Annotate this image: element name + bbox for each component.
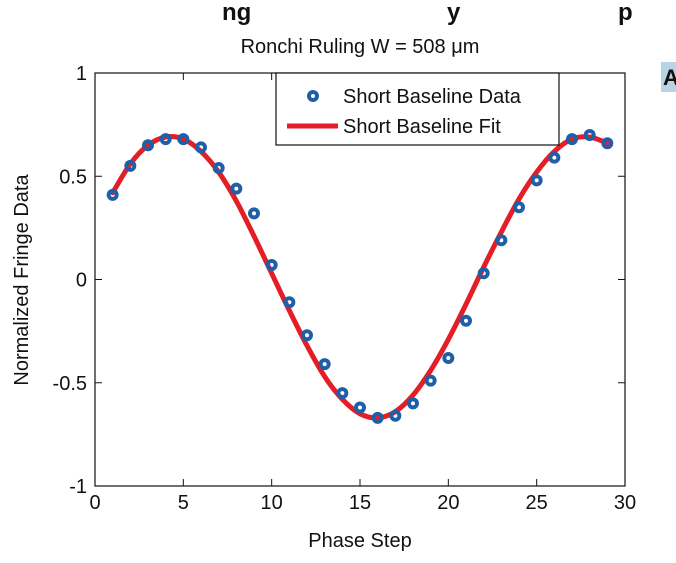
legend-marker-data bbox=[307, 90, 319, 102]
data-point bbox=[530, 174, 543, 187]
legend-label-data: Short Baseline Data bbox=[343, 86, 522, 108]
clipped-top-title-3: p bbox=[618, 0, 633, 26]
panel-letter-background bbox=[661, 62, 676, 92]
data-point bbox=[424, 374, 437, 387]
data-point bbox=[513, 201, 525, 214]
legend: Short Baseline Data Short Baseline Fit bbox=[275, 72, 560, 146]
data-points-layer bbox=[106, 128, 614, 424]
y-tick-label: -1 bbox=[69, 476, 87, 498]
x-tick-label: 20 bbox=[437, 492, 459, 514]
data-point bbox=[318, 358, 331, 371]
data-point bbox=[248, 207, 260, 220]
y-tick-label: 0.5 bbox=[59, 166, 87, 188]
clipped-top-title-2: y bbox=[447, 0, 461, 26]
legend-box bbox=[275, 72, 560, 146]
data-point bbox=[124, 159, 137, 172]
data-point bbox=[106, 188, 119, 201]
data-point bbox=[407, 397, 419, 410]
x-tick-label: 10 bbox=[261, 492, 283, 514]
data-point bbox=[212, 161, 225, 174]
data-point bbox=[195, 141, 207, 154]
data-point bbox=[389, 409, 402, 422]
data-point bbox=[354, 401, 366, 414]
panel-letter: A bbox=[663, 65, 676, 90]
data-point bbox=[265, 259, 278, 272]
data-point bbox=[601, 137, 614, 150]
data-point bbox=[442, 351, 455, 364]
data-point bbox=[142, 139, 154, 152]
y-tick-label: 0 bbox=[76, 270, 87, 292]
data-point bbox=[477, 267, 490, 280]
clipped-top-title-1: ng bbox=[222, 0, 251, 26]
data-point bbox=[548, 151, 561, 164]
data-point bbox=[566, 133, 578, 146]
data-point bbox=[159, 133, 172, 146]
data-point bbox=[230, 182, 243, 195]
data-point bbox=[460, 314, 472, 327]
x-tick-label: 5 bbox=[178, 492, 189, 514]
data-point bbox=[371, 411, 384, 424]
data-point bbox=[495, 234, 508, 247]
x-tick-label: 15 bbox=[349, 492, 371, 514]
y-tick-label: -0.5 bbox=[53, 373, 87, 395]
data-point bbox=[301, 329, 313, 342]
y-axis-label: Normalized Fringe Data bbox=[11, 174, 33, 386]
chart-title: Ronchi Ruling W = 508 μm bbox=[241, 36, 480, 58]
x-tick-label: 25 bbox=[526, 492, 548, 514]
x-tick-label: 30 bbox=[614, 492, 636, 514]
data-point bbox=[177, 133, 190, 146]
legend-label-fit: Short Baseline Fit bbox=[343, 116, 501, 138]
x-tick-label: 0 bbox=[89, 492, 100, 514]
data-point bbox=[336, 387, 349, 400]
x-axis-label: Phase Step bbox=[308, 530, 411, 552]
data-point bbox=[283, 296, 296, 309]
y-tick-label: 1 bbox=[76, 63, 87, 85]
data-point bbox=[583, 128, 596, 141]
